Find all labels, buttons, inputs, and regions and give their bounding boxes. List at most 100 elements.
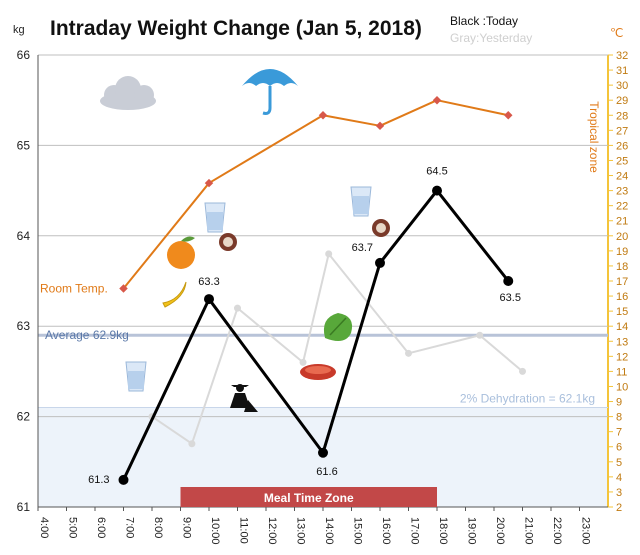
gridlines — [38, 54, 608, 418]
dish-icon — [372, 219, 390, 237]
x-tick-label: 4:00 — [38, 517, 50, 538]
yesterday-point — [405, 349, 412, 357]
gardening-person-icon — [230, 384, 258, 412]
left-tick-label: 62 — [17, 410, 31, 424]
x-tick-label: 9:00 — [181, 517, 193, 538]
right-tick-label: 26 — [616, 140, 628, 152]
meal-time-label: Meal Time Zone — [264, 491, 354, 505]
right-tick-label: 30 — [616, 80, 628, 92]
orange-icon — [167, 236, 195, 269]
x-tick-label: 8:00 — [152, 517, 164, 538]
x-tick-label: 19:00 — [466, 517, 478, 545]
right-tick-label: 15 — [616, 306, 628, 318]
today-data-label: 64.5 — [426, 166, 447, 178]
x-tick-label: 5:00 — [67, 517, 79, 538]
left-tick-label: 64 — [17, 229, 31, 243]
series-line — [151, 252, 524, 445]
right-tick-label: 32 — [616, 50, 628, 62]
x-tick-label: 23:00 — [580, 517, 592, 545]
right-tick-label: 24 — [616, 171, 628, 183]
left-axis-unit: kg — [13, 24, 25, 36]
average-label: Average 62.9kg — [45, 328, 129, 342]
right-tick-label: 22 — [616, 201, 628, 213]
right-tick-label: 27 — [616, 125, 628, 137]
x-tick-label: 13:00 — [295, 517, 307, 545]
legend-today: Black :Today — [450, 14, 518, 28]
right-tick-label: 18 — [616, 261, 628, 273]
tropical-zone-label: Tropical zone — [587, 101, 601, 173]
dish-icon — [219, 233, 237, 251]
right-tick-label: 7 — [616, 427, 622, 439]
temperature-point — [432, 95, 442, 105]
x-tick-label: 14:00 — [323, 517, 335, 545]
left-tick-label: 66 — [17, 48, 31, 62]
x-tick-label: 10:00 — [209, 517, 221, 545]
right-axis-ticks: 2345678910111213141516171819202122232425… — [608, 50, 628, 514]
right-tick-label: 13 — [616, 336, 628, 348]
temperature-point — [119, 284, 128, 293]
x-tick-label: 15:00 — [352, 517, 364, 545]
right-tick-label: 2 — [616, 502, 622, 514]
chart-title: Intraday Weight Change (Jan 5, 2018) — [50, 17, 422, 40]
today-point — [318, 447, 328, 458]
today-point — [118, 474, 129, 485]
right-tick-label: 10 — [616, 381, 628, 393]
right-tick-label: 19 — [616, 246, 628, 258]
water-glass-icon — [125, 361, 147, 392]
legend-yesterday: Gray:Yesterday — [450, 31, 532, 45]
right-tick-label: 17 — [616, 276, 628, 288]
left-tick-label: 63 — [17, 319, 31, 333]
right-tick-label: 25 — [616, 155, 628, 167]
x-tick-label: 21:00 — [523, 517, 535, 545]
x-axis-ticks: 4:00 5:00 6:00 7:00 8:00 9:00 10:00 11:00 12:00 1… — [37, 507, 592, 545]
right-tick-label: 12 — [616, 351, 628, 363]
today-data-label: 63.5 — [500, 292, 521, 304]
right-tick-label: 20 — [616, 231, 628, 243]
temperature-point — [504, 111, 513, 120]
right-tick-label: 8 — [616, 412, 622, 424]
x-tick-label: 20:00 — [494, 517, 506, 545]
left-axis-ticks: 61 62 63 64 65 66 — [17, 48, 31, 514]
yesterday-point — [476, 331, 484, 339]
dehydration-label: 2% Dehydration = 62.1kg — [460, 392, 595, 406]
series-today: 61.3 63.3 61.6 63.7 64.5 63.5 — [88, 166, 521, 486]
left-tick-label: 65 — [17, 138, 31, 152]
right-tick-label: 29 — [616, 95, 628, 107]
x-tick-label: 11:00 — [238, 517, 250, 544]
series-temperature — [119, 95, 513, 293]
x-tick-label: 6:00 — [95, 517, 107, 538]
x-tick-label: 7:00 — [124, 517, 136, 538]
today-data-label: 61.6 — [316, 466, 337, 478]
x-tick-label: 16:00 — [380, 517, 392, 545]
steak-icon — [300, 364, 336, 380]
series-line — [122, 189, 510, 481]
right-tick-label: 28 — [616, 110, 628, 122]
today-data-label: 63.3 — [198, 276, 219, 288]
today-data-label: 63.7 — [352, 242, 373, 254]
meal-time-zone — [180, 487, 437, 507]
right-tick-label: 11 — [616, 366, 627, 378]
right-tick-label: 3 — [616, 487, 622, 499]
right-tick-label: 6 — [616, 442, 622, 454]
x-tick-label: 22:00 — [551, 517, 563, 545]
right-tick-label: 31 — [616, 65, 628, 77]
today-point — [432, 185, 442, 196]
yesterday-point — [188, 440, 196, 448]
today-data-label: 61.3 — [88, 474, 109, 486]
room-temp-label: Room Temp. — [40, 282, 108, 296]
banana-icon — [162, 281, 187, 308]
umbrella-icon — [242, 69, 298, 115]
temperature-point — [318, 111, 328, 120]
yesterday-point — [519, 367, 526, 375]
right-tick-label: 16 — [616, 291, 628, 303]
x-tick-label: 12:00 — [266, 517, 278, 545]
right-tick-label: 9 — [616, 397, 622, 409]
today-point — [503, 276, 514, 286]
yesterday-point — [325, 250, 333, 258]
cloud-icon — [100, 76, 156, 110]
series-line — [122, 99, 509, 290]
right-tick-label: 5 — [616, 457, 622, 469]
right-axis-unit: ℃ — [610, 26, 623, 40]
vegetable-icon — [323, 313, 353, 342]
